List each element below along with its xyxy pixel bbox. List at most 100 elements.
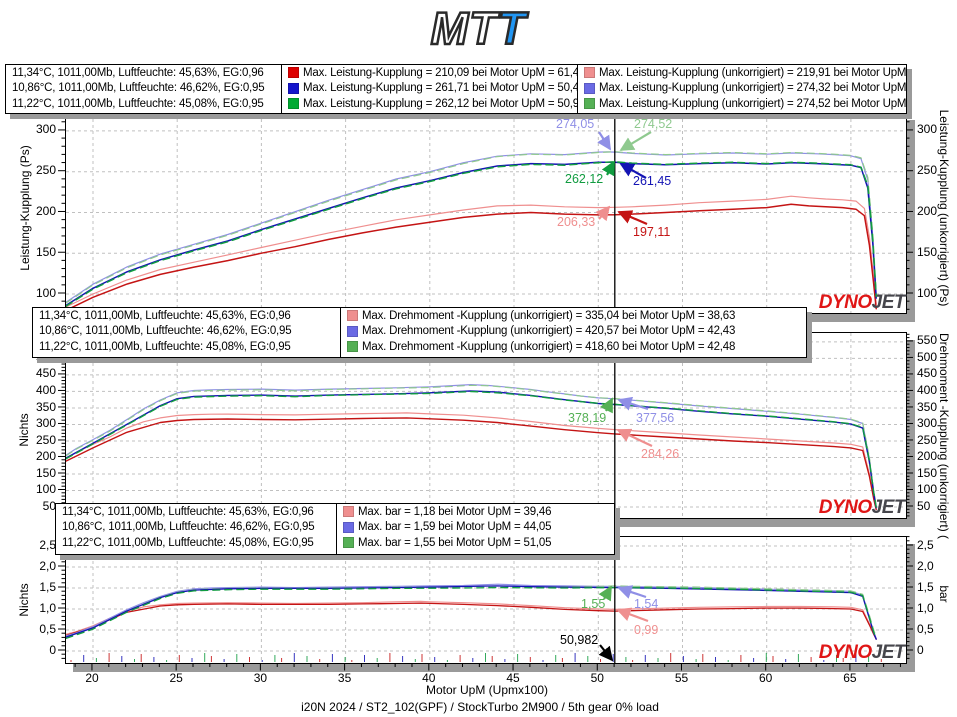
cursor-annotation-power[interactable]: 197,11	[633, 225, 671, 239]
series-swatch-red-light-icon	[343, 506, 354, 518]
cursor-annotation-boost[interactable]: 1,55	[581, 597, 606, 611]
y-tick-label: 400	[35, 382, 56, 397]
cursor-annotation-power[interactable]: 206,33	[557, 215, 596, 229]
legend-max-power-unc-text: Max. Leistung-Kupplung (unkorrigiert) = …	[599, 66, 907, 79]
y-tick-label: 2,0	[39, 558, 56, 573]
legend-torque-max[interactable]: Max. Drehmoment -Kupplung (unkorrigiert)…	[340, 307, 807, 358]
mtt-logo-mt: MT	[430, 2, 498, 56]
legend-row: 11,22°C, 1011,00Mb, Luftfeuchte: 45,08%,…	[33, 339, 341, 355]
y-tick-label: 1,5	[917, 579, 934, 594]
legend-max-power-text: Max. Leistung-Kupplung = 261,71 bei Moto…	[303, 82, 579, 95]
dynojet-logo-jet: JET	[871, 497, 906, 518]
legend-condition-text: 11,22°C, 1011,00Mb, Luftfeuchte: 45,08%,…	[12, 97, 264, 110]
legend-row: Max. Drehmoment -Kupplung (unkorrigiert)…	[341, 324, 806, 340]
y-tick-label: 50	[917, 498, 931, 513]
legend-max-torque-text: Max. Drehmoment -Kupplung (unkorrigiert)…	[362, 325, 736, 338]
legend-row: 11,34°C, 1011,00Mb, Luftfeuchte: 45,63%,…	[33, 308, 341, 324]
legend-row: Max. Leistung-Kupplung (unkorrigiert) = …	[578, 65, 906, 81]
legend-row: 11,34°C, 1011,00Mb, Luftfeuchte: 45,63%,…	[56, 504, 337, 520]
y-tick-label: 300	[35, 122, 56, 137]
legend-row: 11,34°C, 1011,00Mb, Luftfeuchte: 45,63%,…	[6, 65, 282, 81]
y-tick-label: 1,0	[917, 600, 934, 615]
chart-power-plot[interactable]	[65, 112, 907, 314]
series-swatch-red-light-icon	[584, 67, 595, 79]
x-tick-label: 55	[674, 671, 689, 685]
footer-run-description: i20N 2024 / ST2_102(GPF) / StockTurbo 2M…	[301, 700, 659, 714]
y-tick-label: 250	[35, 163, 56, 178]
y-tick-label: 50	[42, 498, 56, 513]
series-red-power	[66, 203, 877, 312]
legend-power-max[interactable]: Max. Leistung-Kupplung = 210,09 bei Moto…	[281, 64, 579, 114]
legend-row: 10,86°C, 1011,00Mb, Luftfeuchte: 46,62%,…	[56, 520, 337, 536]
cursor-annotation-torque[interactable]: 378,19	[568, 411, 607, 425]
legend-boost-max[interactable]: Max. bar = 1,18 bei Motor UpM = 39,46 Ma…	[336, 503, 615, 555]
series-red-boost	[66, 602, 877, 640]
series-redLight-power	[66, 195, 877, 308]
chart-power-canvas	[66, 113, 906, 313]
y-tick-label: 1,5	[39, 579, 56, 594]
series-swatch-green-light-icon	[584, 98, 595, 110]
series-greenLight-power	[66, 151, 877, 304]
y-tick-label: 550	[917, 333, 938, 348]
dynojet-logo: DYNOJET	[700, 497, 906, 518]
x-tick-label: 50	[590, 671, 604, 685]
legend-torque-conditions[interactable]: 11,34°C, 1011,00Mb, Luftfeuchte: 45,63%,…	[32, 307, 342, 358]
y-tick-label: 200	[35, 449, 56, 463]
legend-condition-text: 10,86°C, 1011,00Mb, Luftfeuchte: 46,62%,…	[12, 82, 265, 95]
cursor-annotation-power[interactable]: 261,45	[633, 174, 672, 188]
legend-condition-text: 11,34°C, 1011,00Mb, Luftfeuchte: 45,63%,…	[62, 505, 314, 518]
y-tick-label: 250	[917, 432, 938, 447]
cursor-annotation-boost[interactable]: 0,99	[634, 623, 659, 637]
y-tick-label: 500	[917, 349, 938, 364]
y-tick-label: 300	[917, 122, 938, 137]
legend-row: Max. Drehmoment -Kupplung (unkorrigiert)…	[341, 339, 806, 355]
dynojet-logo-dyno: DYNO	[818, 642, 872, 663]
chart-torque-plot[interactable]	[65, 332, 907, 519]
legend-max-power-unc-text: Max. Leistung-Kupplung (unkorrigiert) = …	[599, 82, 907, 95]
y-tick-label: 200	[917, 204, 938, 218]
legend-row: Max. Drehmoment -Kupplung (unkorrigiert)…	[341, 308, 806, 324]
y-tick-label: 100	[917, 285, 938, 300]
y-tick-label: 150	[35, 465, 56, 480]
series-swatch-blue-light-icon	[347, 325, 358, 337]
y-tick-label: 150	[917, 244, 938, 259]
mtt-logo-t: T	[497, 2, 527, 56]
x-tick-label: 60	[759, 671, 773, 685]
cursor-annotation-power[interactable]: 262,12	[565, 172, 604, 186]
y-tick-label: 100	[35, 285, 56, 300]
legend-boost-conditions[interactable]: 11,34°C, 1011,00Mb, Luftfeuchte: 45,63%,…	[55, 503, 338, 555]
legend-row: Max. Leistung-Kupplung = 261,71 bei Moto…	[282, 81, 578, 97]
cursor-annotation-torque[interactable]: 284,26	[641, 447, 680, 461]
x-tick-label: 30	[253, 671, 268, 685]
cursor-annotation-boost[interactable]: 1,54	[634, 597, 659, 611]
series-blue-power	[66, 161, 877, 307]
y-tick-label: 200	[35, 204, 56, 218]
legend-row: Max. bar = 1,59 bei Motor UpM = 44,05	[337, 520, 614, 536]
legend-condition-text: 11,34°C, 1011,00Mb, Luftfeuchte: 45,63%,…	[12, 66, 264, 79]
x-tick-label: 35	[337, 671, 352, 685]
series-redLight-torque	[66, 412, 877, 510]
y-tick-label: 0,5	[39, 621, 56, 636]
cursor-annotation-power[interactable]: 274,52	[634, 117, 673, 131]
cursor-annotation-torque[interactable]: 377,56	[636, 411, 675, 425]
series-green-boost	[66, 586, 877, 640]
legend-max-boost-text: Max. bar = 1,18 bei Motor UpM = 39,46	[358, 505, 552, 518]
legend-condition-text: 11,22°C, 1011,00Mb, Luftfeuchte: 45,08%,…	[39, 340, 291, 353]
y-tick-label: 100	[917, 482, 938, 496]
series-greenLight-boost	[66, 585, 877, 638]
cursor-annotation-boost[interactable]: 50,982	[560, 633, 599, 647]
legend-row: Max. Leistung-Kupplung = 262,12 bei Moto…	[282, 96, 578, 112]
cursor-annotation-power[interactable]: 274,05	[556, 117, 595, 131]
legend-power-max-uncorrected[interactable]: Max. Leistung-Kupplung (unkorrigiert) = …	[577, 64, 907, 114]
legend-max-power-unc-text: Max. Leistung-Kupplung (unkorrigiert) = …	[599, 97, 907, 110]
series-blue-boost	[66, 585, 877, 640]
dynojet-logo-jet: JET	[871, 642, 906, 663]
legend-row: 10,86°C, 1011,00Mb, Luftfeuchte: 46,62%,…	[6, 81, 282, 97]
legend-power-conditions[interactable]: 11,34°C, 1011,00Mb, Luftfeuchte: 45,63%,…	[5, 64, 283, 114]
mtt-logo: MTT	[0, 2, 957, 56]
legend-row: Max. Leistung-Kupplung (unkorrigiert) = …	[578, 81, 906, 97]
series-swatch-blue-light-icon	[343, 521, 354, 533]
chart-torque-canvas	[66, 333, 906, 518]
series-swatch-red-light-icon	[347, 310, 358, 322]
